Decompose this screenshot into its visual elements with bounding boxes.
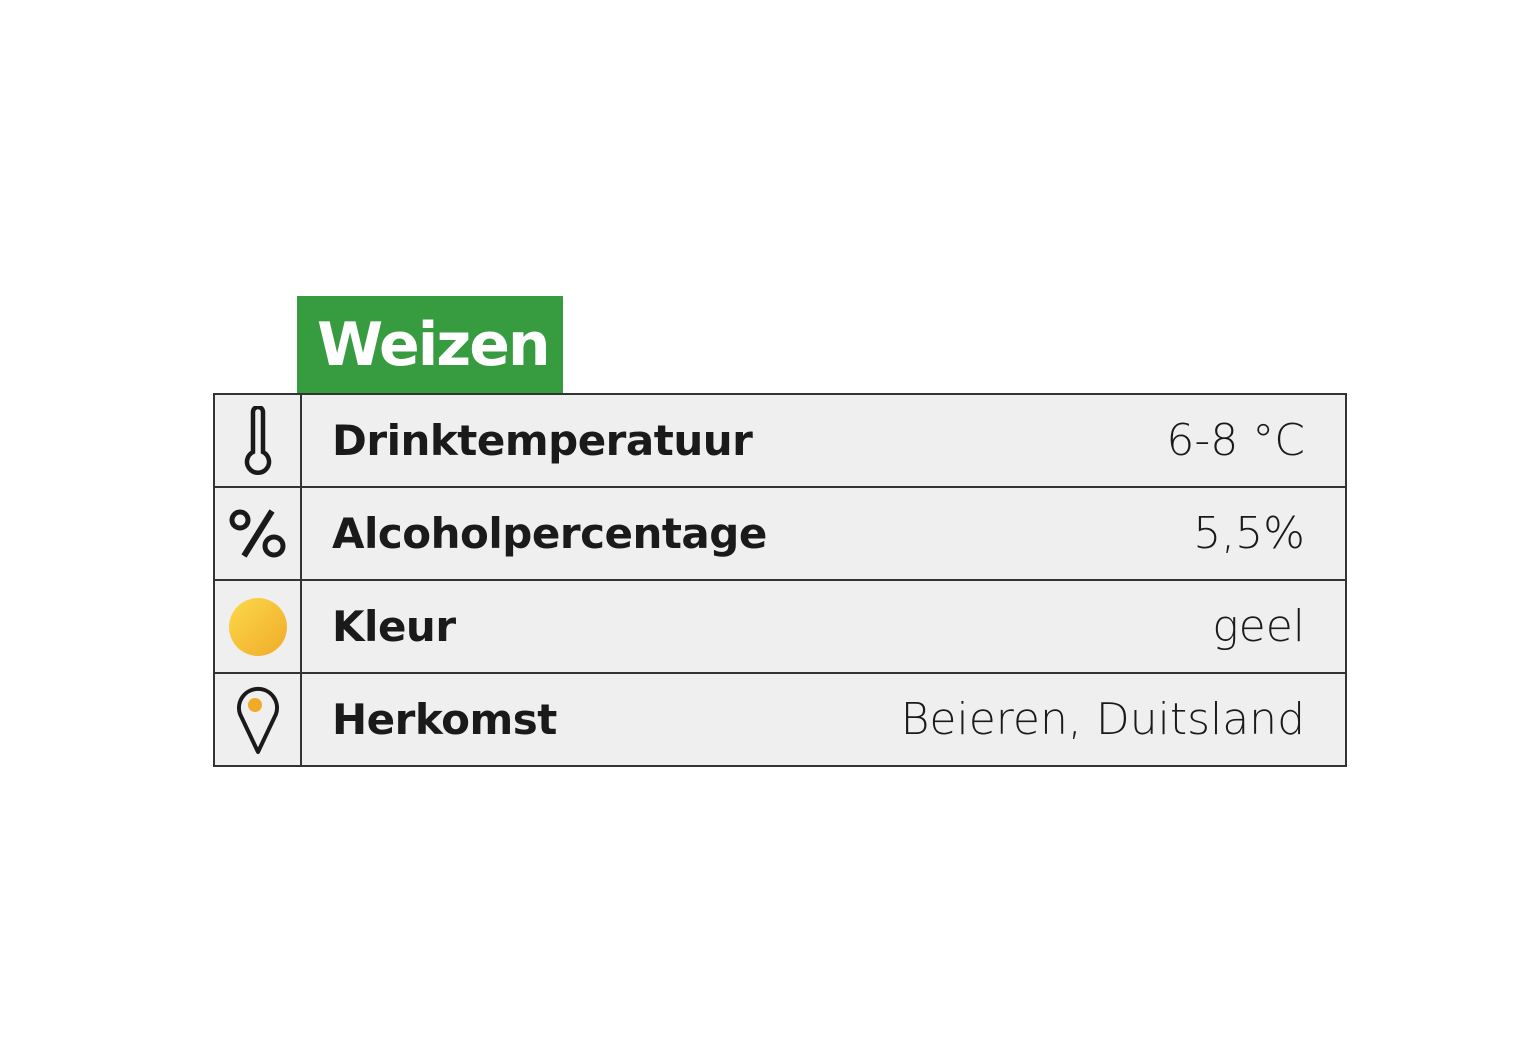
thermometer-icon bbox=[215, 395, 302, 486]
beer-style-title: Weizen bbox=[297, 296, 563, 394]
table-row-temperature: Drinktemperatuur 6-8 °C bbox=[215, 395, 1345, 486]
table-row-color: Kleur geel bbox=[215, 579, 1345, 672]
row-value: geel bbox=[1212, 601, 1305, 652]
row-value: Beieren, Duitsland bbox=[900, 694, 1305, 745]
color-circle-icon bbox=[215, 581, 302, 672]
row-value: 6-8 °C bbox=[1166, 415, 1305, 466]
row-label: Drinktemperatuur bbox=[332, 416, 753, 465]
table-row-alcohol: Alcoholpercentage 5,5% bbox=[215, 486, 1345, 579]
beer-info-table: Drinktemperatuur 6-8 °C Alcoholpercentag… bbox=[213, 393, 1347, 767]
row-label: Herkomst bbox=[332, 695, 557, 744]
row-label: Alcoholpercentage bbox=[332, 509, 767, 558]
percent-icon bbox=[215, 488, 302, 579]
row-label: Kleur bbox=[332, 602, 456, 651]
row-value: 5,5% bbox=[1193, 508, 1305, 559]
location-pin-icon bbox=[215, 674, 302, 765]
table-row-origin: Herkomst Beieren, Duitsland bbox=[215, 672, 1345, 765]
